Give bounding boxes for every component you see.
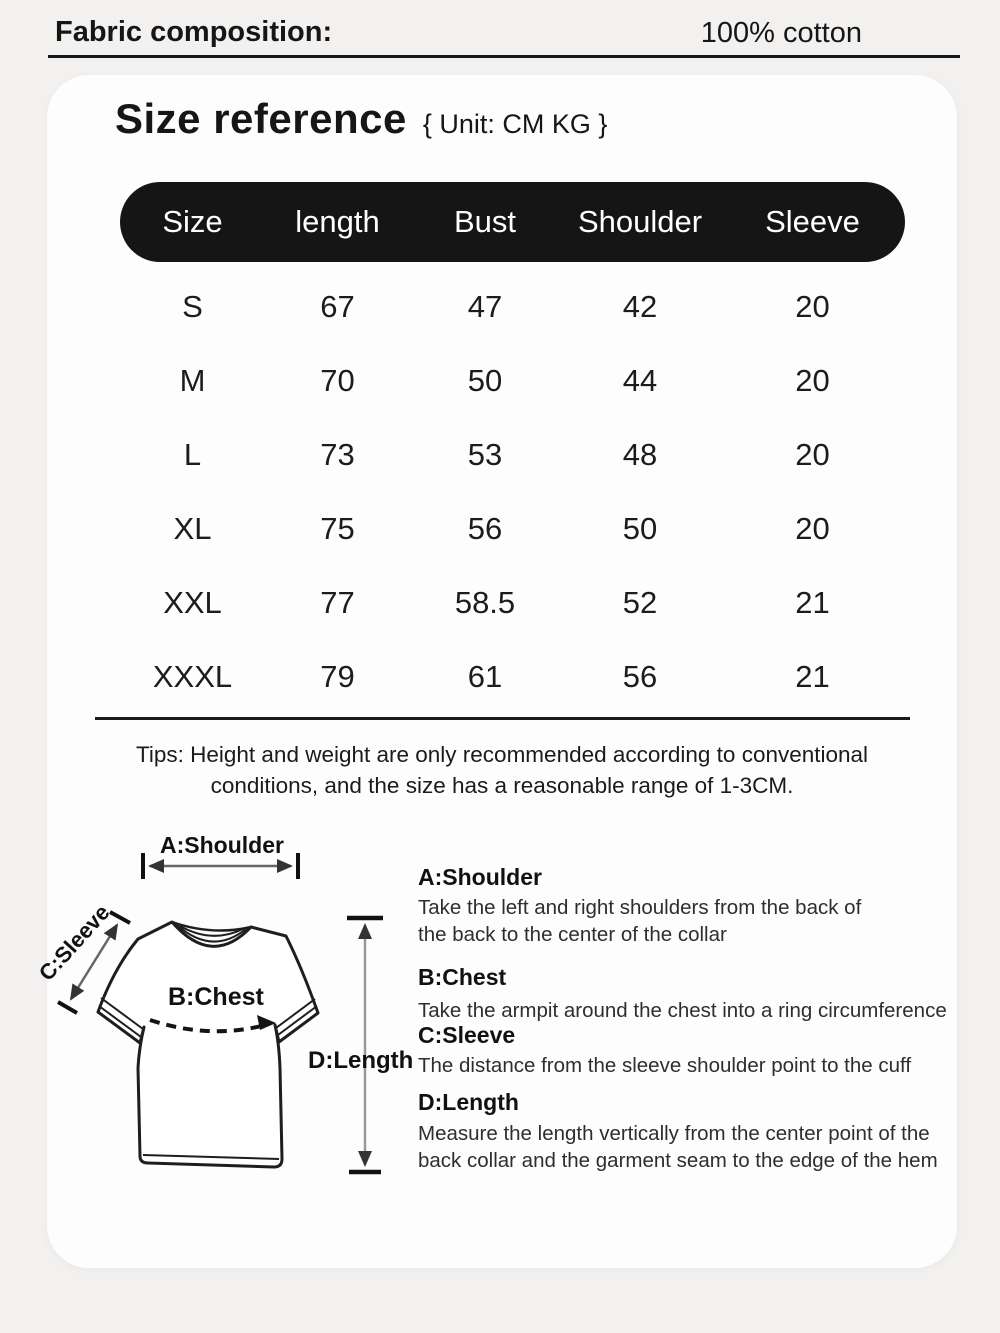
- table-cell: 21: [795, 659, 830, 694]
- guide-desc-sleeve: The distance from the sleeve shoulder po…: [418, 1054, 912, 1077]
- table-cell: 77: [320, 585, 355, 620]
- table-cell: 42: [622, 289, 658, 324]
- table-row: XXL 77 58.5 52 21: [120, 566, 905, 640]
- table-row: XL 75 56 50 20: [120, 492, 905, 566]
- shoulder-arrow-icon: [141, 853, 300, 879]
- table-header-cell: Bust: [453, 204, 517, 239]
- chest-arrow-icon: [149, 1015, 276, 1034]
- table-cell: 20: [795, 289, 830, 324]
- table-cell: 52: [622, 585, 658, 620]
- unit-note: { Unit: CM KG }: [422, 109, 608, 139]
- table-cell: 20: [795, 437, 830, 472]
- guide-heading-sleeve: C:Sleeve: [418, 1022, 516, 1048]
- table-cell: 53: [467, 437, 503, 472]
- table-cell: 56: [622, 659, 658, 694]
- table-cell: XL: [173, 511, 212, 546]
- table-bottom-divider: [95, 717, 910, 720]
- table-cell: 21: [795, 585, 830, 620]
- table-header-cell: Sleeve: [765, 204, 860, 239]
- table-cell: S: [182, 289, 203, 324]
- table-row: XXXL 79 61 56 21: [120, 640, 905, 714]
- table-header-cell: Size: [162, 204, 223, 239]
- table-cell: 47: [467, 289, 503, 324]
- table-cell: 75: [320, 511, 355, 546]
- table-cell: 70: [320, 363, 355, 398]
- length-arrow-icon: [347, 915, 383, 1175]
- guide-heading-length: D:Length: [418, 1089, 519, 1115]
- guide-heading-chest: B:Chest: [418, 964, 507, 990]
- table-cell: 48: [622, 437, 658, 472]
- tshirt-outline-icon: [96, 920, 320, 1169]
- tshirt-drawing: [56, 853, 383, 1175]
- guide-heading-shoulder: A:Shoulder: [418, 864, 542, 890]
- table-header-cell: Shoulder: [577, 204, 703, 239]
- table-cell: 50: [467, 363, 503, 398]
- table-cell: 67: [320, 289, 355, 324]
- table-cell: 20: [795, 363, 830, 398]
- table-cell: 73: [320, 437, 355, 472]
- size-reference-title-row: Size reference { Unit: CM KG }: [115, 95, 607, 143]
- table-cell: 79: [320, 659, 355, 694]
- table-row: S 67 47 42 20: [120, 270, 905, 344]
- size-table-header: Size length Bust Shoulder Sleeve: [120, 182, 905, 262]
- table-cell: 20: [795, 511, 830, 546]
- table-row: L 73 53 48 20: [120, 418, 905, 492]
- guide-desc-length: Measure the length vertically from the c…: [418, 1122, 938, 1172]
- table-cell: 44: [622, 363, 658, 398]
- size-reference-title: Size reference: [115, 95, 407, 142]
- guide-desc-shoulder: Take the left and right shoulders from t…: [418, 896, 862, 946]
- table-row: M 70 50 44 20: [120, 344, 905, 418]
- table-cell: 58.5: [454, 585, 516, 620]
- table-cell: 61: [467, 659, 503, 694]
- table-cell: M: [179, 363, 206, 398]
- diagram-shoulder-label: A:Shoulder: [160, 832, 284, 858]
- diagram-chest-label: B:Chest: [168, 983, 264, 1011]
- size-table-rows: S 67 47 42 20 M 70 50 44 20 L 73 53 48 20 XL 75 56 50 20 XXL…: [120, 270, 905, 714]
- fabric-composition-label: Fabric composition:: [55, 16, 333, 48]
- table-header-cell: length: [295, 204, 380, 239]
- table-cell: XXXL: [152, 659, 233, 694]
- table-cell: L: [183, 437, 202, 472]
- tshirt-measure-diagram: A:Shoulder C:Sleeve B:Chest D:Length: [30, 828, 430, 1208]
- table-cell: XXL: [163, 585, 222, 620]
- guide-desc-chest: Take the armpit around the chest into a …: [418, 999, 947, 1022]
- fabric-composition-value: 100% cotton: [700, 17, 862, 49]
- diagram-length-label: D:Length: [308, 1047, 414, 1074]
- sleeve-arrow-icon: [56, 910, 131, 1015]
- header-divider: [48, 55, 960, 58]
- table-cell: 50: [622, 511, 658, 546]
- table-cell: 56: [467, 511, 503, 546]
- tips-text: Tips: Height and weight are only recomme…: [135, 742, 869, 798]
